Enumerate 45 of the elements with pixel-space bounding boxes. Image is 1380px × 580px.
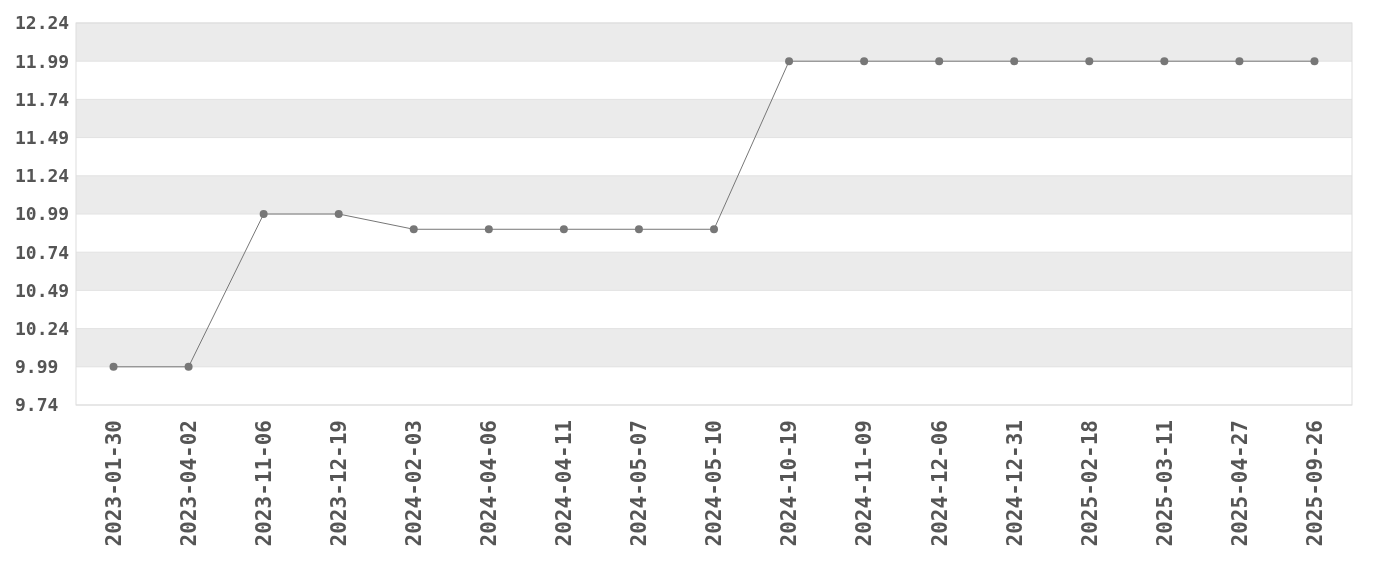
point [1085,57,1094,66]
point [1160,57,1169,66]
x-tick-label: 2024-05-10 [702,420,727,547]
y-tick-label: 11.24 [15,165,70,187]
point [334,210,343,218]
y-tick-label: 11.49 [15,126,70,148]
point [1235,57,1244,66]
point [935,57,944,66]
x-tick-label: 2024-11-09 [852,420,877,547]
x-tick-label: 2023-04-02 [176,420,201,547]
y-tick-label: 10.49 [15,279,70,301]
x-tick-label: 2023-12-19 [327,420,352,547]
point [409,225,418,234]
point [259,210,268,218]
y-tick-label: 10.99 [15,203,70,225]
point [785,57,794,66]
point [484,225,493,234]
y-tick-label: 11.99 [15,50,70,72]
x-tick-label: 2024-12-31 [1002,420,1027,547]
x-tick-label: 2023-01-30 [101,420,126,547]
y-tick-label: 9.99 [15,356,59,378]
y-tick-label: 12.24 [15,12,70,34]
y-tick-label: 10.24 [15,317,70,339]
point [860,57,869,66]
point [1310,57,1319,66]
x-tick-label: 2024-10-19 [777,420,802,547]
y-tick-label: 10.74 [15,241,70,263]
y-tick-label: 11.74 [15,88,70,110]
x-tick-label: 2024-02-03 [402,420,427,547]
x-tick-label: 2024-12-06 [927,420,952,547]
point [109,362,118,371]
x-tick-label: 2023-11-06 [252,420,276,547]
point [559,225,568,234]
point [1010,57,1019,66]
x-tick-label: 2025-09-26 [1302,420,1327,547]
y-tick-label: 9.74 [15,394,59,416]
point [184,362,193,371]
x-tick-label: 2024-05-07 [627,420,652,547]
x-tick-label: 2024-04-11 [552,420,577,547]
point [710,225,718,234]
x-tick-label: 2025-03-11 [1152,420,1177,547]
point [634,225,643,234]
x-tick-label: 2025-02-18 [1077,420,1102,547]
x-tick-label: 2025-04-27 [1227,420,1252,547]
x-tick-label: 2024-04-06 [477,420,502,547]
